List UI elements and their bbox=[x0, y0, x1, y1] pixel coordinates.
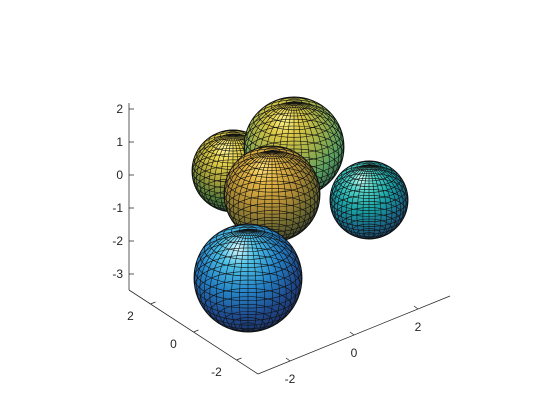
x-tick-label: 0 bbox=[351, 346, 358, 360]
x-tick-label: -2 bbox=[285, 372, 296, 386]
sphere bbox=[193, 223, 303, 333]
sphere-outline bbox=[193, 223, 303, 333]
y-tick-mark bbox=[236, 357, 242, 361]
z-tick-label: 0 bbox=[116, 168, 123, 182]
z-tick-label: 1 bbox=[116, 135, 123, 149]
x-tick-mark bbox=[285, 357, 291, 362]
spheres bbox=[191, 96, 409, 333]
x-axis-ticks: -2 0 2 bbox=[285, 305, 422, 386]
z-tick-label: 2 bbox=[116, 102, 123, 116]
x-tick-label: 2 bbox=[415, 320, 422, 334]
z-tick-label: -2 bbox=[112, 234, 123, 248]
y-axis-ticks: -2 0 2 bbox=[127, 301, 242, 379]
z-tick-label: -1 bbox=[112, 201, 123, 215]
x-tick-mark bbox=[349, 331, 355, 336]
sphere-outline bbox=[329, 160, 409, 240]
y-tick-mark bbox=[193, 329, 199, 333]
z-axis-ticks: -3 -2 -1 0 1 2 bbox=[112, 102, 134, 281]
y-tick-mark bbox=[150, 301, 156, 305]
y-tick-label: 0 bbox=[170, 337, 177, 351]
z-tick-label: -3 bbox=[112, 267, 123, 281]
x-tick-mark bbox=[413, 305, 419, 310]
sphere bbox=[329, 160, 409, 240]
y-tick-label: -2 bbox=[211, 365, 222, 379]
axes: -3 -2 -1 0 1 2 -2 0 2 -2 0 2 bbox=[112, 102, 451, 386]
y-tick-label: 2 bbox=[127, 309, 134, 323]
